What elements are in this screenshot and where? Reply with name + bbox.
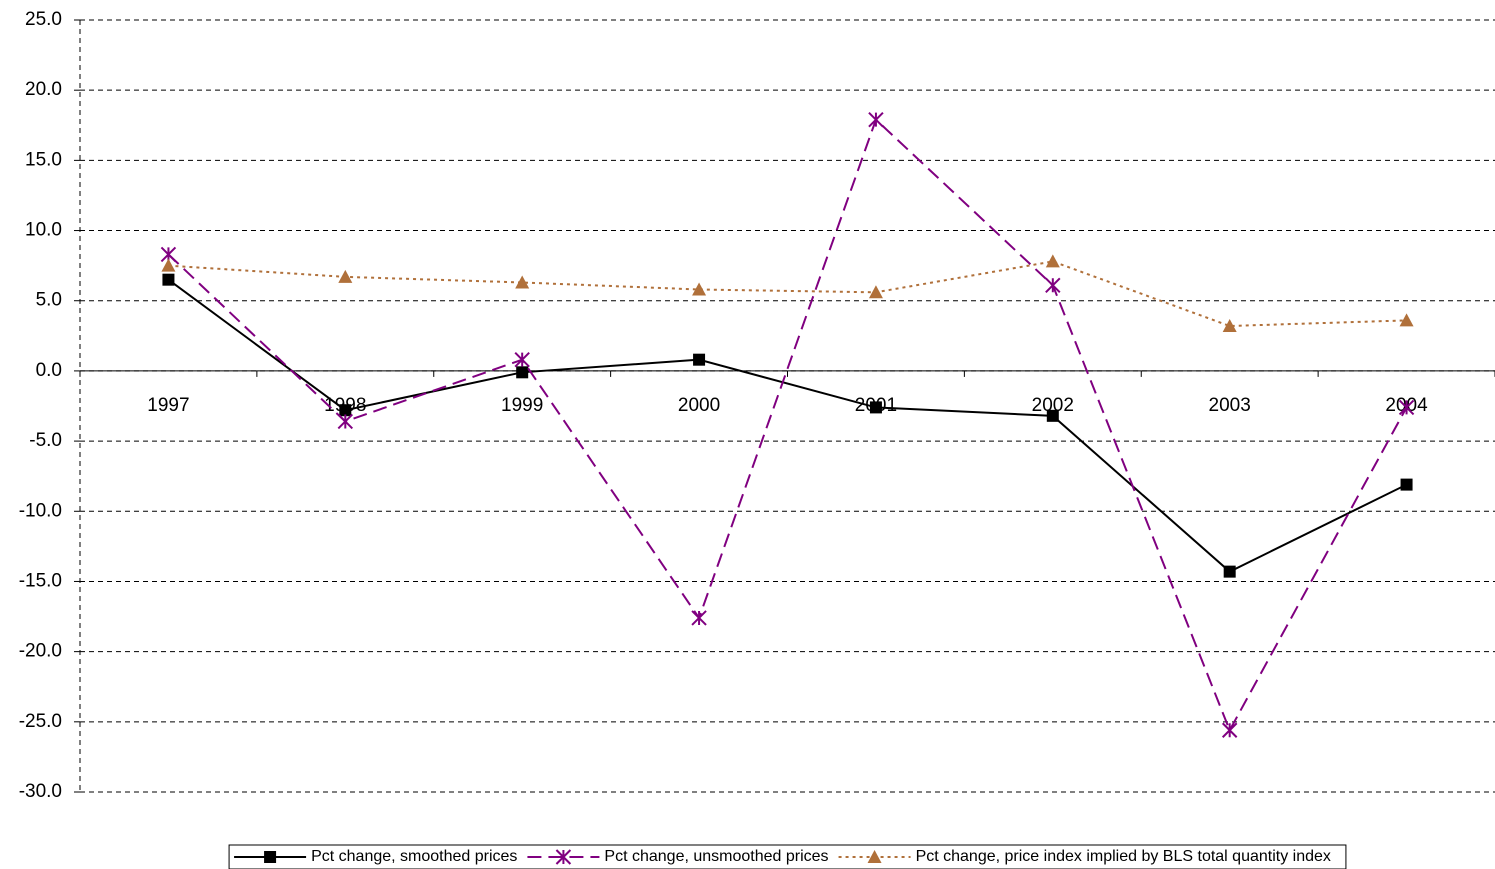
marker (515, 275, 530, 289)
legend-box (228, 844, 1347, 869)
marker (868, 111, 884, 128)
y-tick-label: -10.0 (19, 500, 62, 521)
marker (264, 851, 277, 863)
marker (869, 401, 882, 414)
marker (1221, 722, 1238, 738)
marker (337, 413, 354, 430)
marker (867, 850, 882, 863)
marker (691, 610, 707, 626)
marker (1399, 313, 1414, 327)
marker (868, 285, 883, 299)
legend: Pct change, smoothed prices Pct change, u… (228, 844, 1347, 869)
marker (555, 849, 572, 865)
marker (692, 282, 707, 296)
x-tick-label: 1999 (501, 395, 543, 416)
series-line (168, 260, 1407, 327)
marker (161, 258, 176, 272)
marker (1400, 478, 1413, 491)
x-tick-label: 2000 (678, 395, 720, 416)
legend-label: Pct change, unsmoothed prices (604, 848, 828, 865)
marker (1223, 565, 1236, 578)
series-line (167, 278, 1408, 573)
y-tick-label: 25.0 (25, 9, 62, 30)
y-tick-label: 15.0 (25, 149, 62, 170)
marker (1045, 254, 1060, 268)
marker (339, 404, 352, 417)
x-tick-label: 1997 (147, 395, 189, 416)
x-tick-label: 2003 (1209, 395, 1251, 416)
y-tick-label: 20.0 (25, 79, 62, 100)
marker (693, 353, 706, 366)
y-tick-label: -5.0 (29, 430, 62, 451)
y-tick-label: -30.0 (19, 781, 62, 802)
y-tick-label: -15.0 (19, 570, 62, 591)
marker (1046, 409, 1059, 422)
series-line (167, 117, 1408, 733)
y-tick-label: 5.0 (36, 290, 62, 311)
marker (514, 351, 530, 368)
marker (1398, 399, 1415, 416)
x-tick-label: 2002 (1032, 395, 1074, 416)
legend-label: Pct change, smoothed prices (311, 848, 517, 865)
marker (1045, 277, 1061, 293)
marker (516, 366, 529, 379)
marker (338, 269, 353, 283)
y-tick-label: 10.0 (25, 220, 62, 241)
marker (162, 273, 175, 286)
y-tick-label: -25.0 (19, 711, 62, 732)
legend-label: Pct change, price index implied by BLS t… (916, 848, 1331, 865)
y-tick-label: -20.0 (19, 641, 62, 662)
y-tick-label: 0.0 (36, 360, 62, 381)
marker (1222, 318, 1237, 332)
